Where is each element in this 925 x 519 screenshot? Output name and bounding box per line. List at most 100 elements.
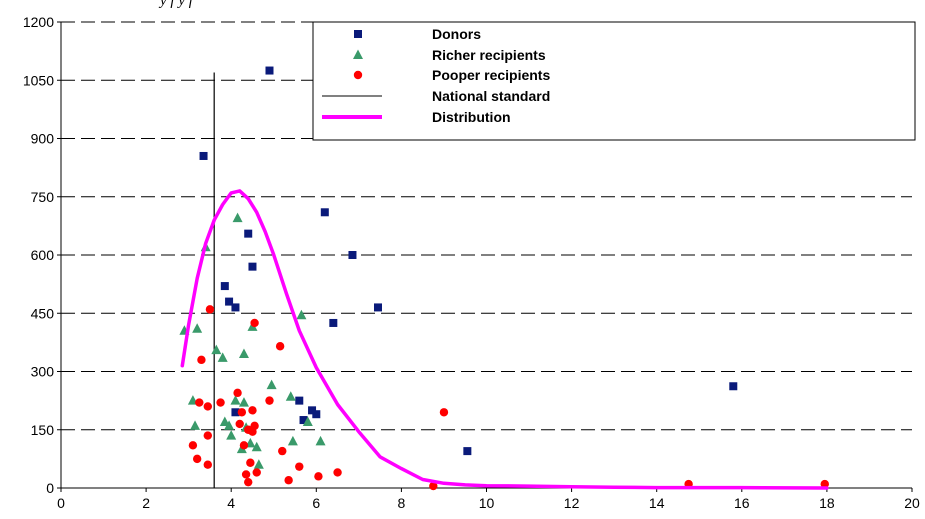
poorer-recipient-point [295,462,304,471]
x-tick-label: 10 [479,495,495,511]
poorer-recipient-point [237,408,247,417]
richer-recipient-point [192,323,203,333]
donor-point [373,303,382,312]
richer-recipient-point [232,212,243,223]
x-tick-label: 12 [564,495,580,511]
x-tick-label: 20 [904,495,920,511]
x-tick-label: 8 [398,495,406,511]
poorer-recipient-point [250,421,259,431]
legend-distribution-label: Distribution [432,109,511,125]
poorer-recipient-point [429,481,438,491]
y-tick-label: 150 [31,422,55,438]
donor-point [312,410,321,419]
legend-standard-label: National standard [432,88,550,104]
poorer-recipient-point [197,355,206,365]
legend-richer-label: Richer recipients [432,47,546,63]
y-tick-label: 1050 [23,72,54,88]
tick-labels: 0 150 300 450 600 750 900 1050 1200 0 2 4 6 8 10 12 14 16… [23,14,920,511]
x-tick-label: 14 [649,495,665,511]
richer-recipient-point [285,391,296,401]
legend-box [312,21,916,141]
poorer-recipient-point [241,470,251,479]
legend: Donors Richer recipients Pooper recipients… [312,21,916,141]
poorer-recipient-point [314,472,323,481]
poorer-recipient-point [203,460,212,469]
legend-donors-label: Donors [432,26,481,42]
poorer-recipient-point [820,479,829,489]
y-tick-label: 450 [31,305,55,321]
poorer-recipient-point [192,454,202,464]
donor-point [295,396,304,405]
richer-recipient-point [266,379,277,390]
richer-recipient-point [230,395,241,405]
y-tick-label: 750 [31,189,55,205]
donor-point [320,208,329,217]
donor-point [220,282,229,291]
y-tick-label: 300 [31,364,55,380]
richer-recipient-point [296,309,307,320]
donor-point [199,151,208,160]
richer-recipient-point [190,420,201,430]
x-tick-label: 4 [227,495,235,511]
donor-point [231,303,240,312]
poorer-recipient-point [284,476,293,485]
donor-point [244,229,253,238]
x-tick-label: 2 [142,495,150,511]
richer-recipient-point [238,397,249,407]
distribution-curve [180,189,829,490]
y-tick-label: 1200 [23,14,54,30]
richer-recipient-point [211,344,222,355]
richer-recipient-point [253,459,264,469]
poorer-recipient-point [333,468,342,477]
x-tick-label: 0 [57,495,65,511]
poorer-recipient-point [233,388,242,398]
poorer-recipient-point [246,458,255,467]
poorer-recipient-point [275,342,285,351]
poorer-recipient-point [239,441,249,450]
legend-donors-marker [354,30,362,38]
donor-point [299,416,308,425]
y-tick-label: 0 [46,480,54,496]
richer-recipient-point [238,348,249,359]
donor-point [329,318,338,327]
richer-recipient-point [251,441,262,452]
legend-poorer-label: Pooper recipients [432,67,550,83]
richer-recipient-point [315,435,326,446]
chart-title-fragment: y f y f [158,0,195,9]
poorer-recipient-point [248,406,257,415]
poorer-recipient-point [252,468,261,477]
x-tick-label: 6 [312,495,320,511]
richer-recipient-point [226,430,237,440]
richer-recipient-point [219,416,230,426]
y-tick-label: 900 [31,131,55,147]
y-tick-label: 600 [31,247,55,263]
poorer-recipient-point [205,305,215,314]
poorer-recipient-point [265,396,274,405]
poorer-recipient-point [216,398,225,407]
poorer-recipient-point [244,477,253,487]
donor-point [729,382,738,391]
richer-recipient-point [217,352,228,362]
donor-point [225,297,234,306]
donor-point [265,66,274,75]
richer-recipient-point [224,420,235,430]
distribution-line [180,189,829,490]
donor-point [231,408,240,417]
poorer-recipient-point [203,431,212,440]
richer-recipient-point [302,416,313,426]
x-tick-label: 16 [734,495,750,511]
poorer-recipient-point [188,441,198,450]
poorer-recipient-point [195,398,204,407]
richer-recipient-point [287,435,298,446]
donor-point [463,447,472,456]
donor-point [348,251,357,259]
x-tick-label: 18 [819,495,835,511]
donor-point [308,406,317,415]
poorer-recipient-point [439,408,449,417]
legend-richer-marker [353,49,363,59]
poorer-recipient-point [235,419,244,429]
data-points [179,66,829,491]
poorer-recipient-point [250,318,259,328]
donor-point [248,262,257,271]
